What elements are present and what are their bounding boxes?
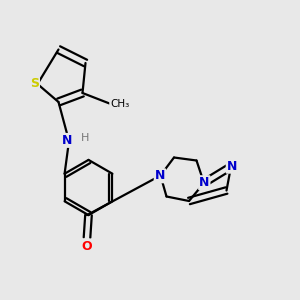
Text: S: S	[30, 77, 39, 90]
Text: N: N	[62, 134, 73, 147]
Text: N: N	[199, 176, 209, 189]
Text: N: N	[155, 169, 165, 182]
Text: O: O	[82, 239, 92, 253]
Text: N: N	[227, 160, 237, 173]
Text: CH₃: CH₃	[110, 99, 129, 110]
Text: H: H	[81, 133, 89, 143]
